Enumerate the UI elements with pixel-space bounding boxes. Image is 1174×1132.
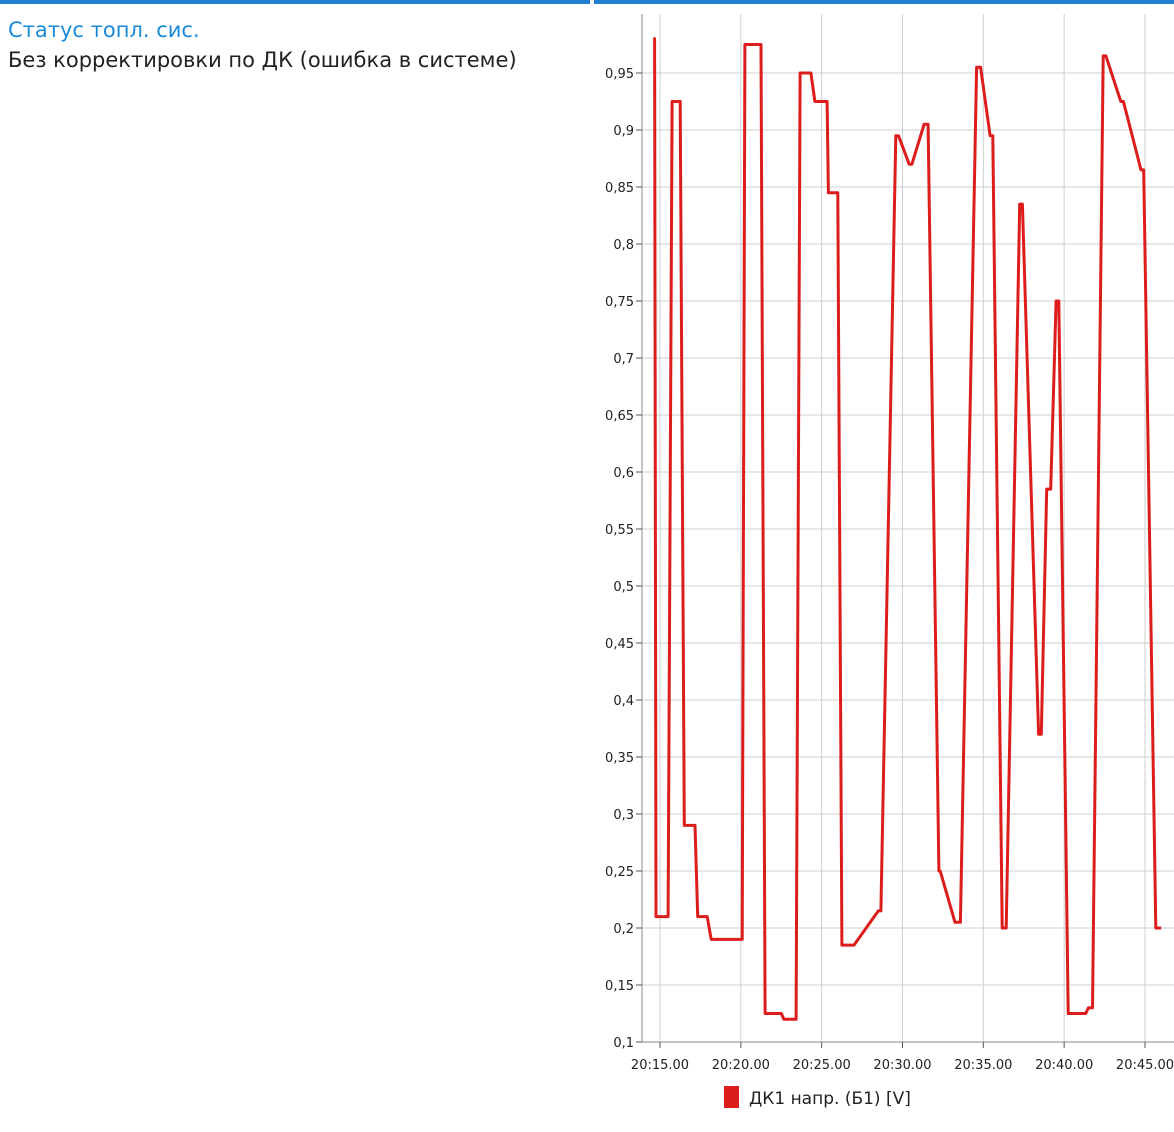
y-tick-label: 0,3 bbox=[613, 808, 634, 823]
y-tick-label: 0,35 bbox=[605, 751, 634, 766]
x-tick-label: 20:45.00 bbox=[1116, 1058, 1174, 1073]
line-chart[interactable]: 0,1 0,15 0,2 0,25 0,3 0,35 0,4 0,45 0,5 0,55 0,6 0,… bbox=[594, 0, 1174, 1132]
x-tick-label: 20:20.00 bbox=[712, 1058, 770, 1073]
y-tick-label: 0,6 bbox=[613, 466, 634, 481]
x-tick-label: 20:15.00 bbox=[631, 1058, 689, 1073]
grid-lines bbox=[642, 14, 1174, 1043]
x-axis-ticks: 20:15.00 20:20.00 20:25.00 20:30.00 20:35.00… bbox=[631, 1042, 1174, 1073]
y-tick-label: 0,1 bbox=[613, 1036, 634, 1051]
legend-swatch bbox=[724, 1086, 739, 1108]
chart-area: 0,1 0,15 0,2 0,25 0,3 0,35 0,4 0,45 0,5 0,55 0,6 0,… bbox=[594, 0, 1174, 1132]
y-tick-label: 0,65 bbox=[605, 409, 634, 424]
x-tick-label: 20:40.00 bbox=[1035, 1058, 1093, 1073]
x-tick-label: 20:30.00 bbox=[873, 1058, 931, 1073]
y-tick-label: 0,2 bbox=[613, 922, 634, 937]
y-tick-label: 0,7 bbox=[613, 352, 634, 367]
right-accent-bar bbox=[594, 0, 1174, 4]
x-tick-label: 20:25.00 bbox=[793, 1058, 851, 1073]
y-axis-ticks: 0,1 0,15 0,2 0,25 0,3 0,35 0,4 0,45 0,5 0,55 0,6 0,… bbox=[605, 67, 642, 1051]
y-tick-label: 0,9 bbox=[613, 124, 634, 139]
chart-legend: ДК1 напр. (Б1) [V] bbox=[724, 1086, 911, 1109]
y-tick-label: 0,55 bbox=[605, 523, 634, 538]
y-tick-label: 0,25 bbox=[605, 865, 634, 880]
y-tick-label: 0,95 bbox=[605, 67, 634, 82]
parameter-label: Статус топл. сис. bbox=[8, 18, 200, 42]
series-line-dk1 bbox=[653, 37, 1162, 1021]
x-tick-label: 20:35.00 bbox=[954, 1058, 1012, 1073]
y-tick-label: 0,75 bbox=[605, 295, 634, 310]
y-tick-label: 0,5 bbox=[613, 580, 634, 595]
y-tick-label: 0,8 bbox=[613, 238, 634, 253]
left-accent-bar bbox=[0, 0, 590, 4]
y-tick-label: 0,4 bbox=[613, 694, 634, 709]
y-tick-label: 0,45 bbox=[605, 637, 634, 652]
parameter-value: Без корректировки по ДК (ошибка в систем… bbox=[8, 48, 517, 72]
y-tick-label: 0,85 bbox=[605, 181, 634, 196]
series-group bbox=[653, 37, 1162, 1021]
y-tick-label: 0,15 bbox=[605, 979, 634, 994]
legend-label: ДК1 напр. (Б1) [V] bbox=[749, 1089, 911, 1109]
parameter-panel: Статус топл. сис. Без корректировки по Д… bbox=[8, 18, 517, 72]
